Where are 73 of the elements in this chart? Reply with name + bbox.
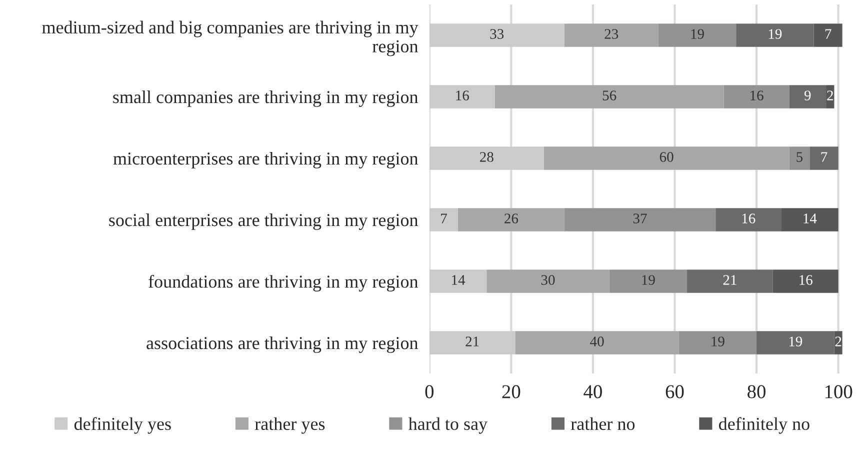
data-label: 19: [691, 29, 704, 39]
bar: [772, 270, 838, 293]
bar: [789, 146, 810, 170]
x-tick-label: 80: [748, 385, 766, 398]
bar: [429, 146, 544, 170]
data-label: 19: [789, 336, 802, 346]
x-tick-label: 20: [502, 385, 520, 398]
data-label: 33: [490, 29, 504, 39]
x-tick-label: 60: [666, 385, 684, 398]
bar: [429, 331, 516, 354]
bar: [724, 85, 790, 108]
bar: [429, 208, 458, 232]
legend-label: definitely yes: [74, 417, 171, 434]
data-label: 14: [804, 214, 817, 224]
data-label: 7: [441, 214, 447, 224]
x-tick-label: 0: [425, 385, 434, 398]
legend-label: definitely no: [718, 417, 810, 434]
bar: [429, 85, 495, 108]
data-label: 2: [827, 90, 833, 100]
bar: [564, 24, 658, 47]
bar: [564, 208, 716, 232]
data-label: 19: [768, 29, 782, 39]
bar: [458, 208, 564, 232]
data-label: 16: [750, 90, 764, 100]
bar: [515, 331, 679, 354]
data-label: 16: [456, 90, 469, 100]
data-label: 19: [712, 336, 724, 346]
bar: [429, 24, 564, 47]
data-label: 23: [604, 29, 618, 39]
y-tick-label: foundations are thriving in my region: [148, 274, 418, 292]
bar: [810, 146, 838, 170]
bar: [544, 146, 790, 170]
y-tick-label: social enterprises are thriving in my region: [109, 213, 418, 230]
data-label: 28: [480, 152, 494, 162]
data-label: 26: [504, 214, 518, 224]
data-label: 16: [742, 214, 756, 224]
data-label: 7: [821, 152, 828, 162]
bar: [814, 24, 842, 47]
data-label: 21: [723, 275, 736, 285]
y-tick-label: small companies are thriving in my region: [113, 90, 418, 107]
bar: [658, 24, 736, 47]
x-tick-label: 100: [825, 385, 852, 398]
data-label: 19: [642, 275, 655, 285]
y-tick-label: medium-sized and big companies are thriving in my region: [42, 20, 418, 56]
bar: [486, 270, 610, 293]
bar: [736, 24, 814, 47]
legend-label: rather no: [570, 417, 635, 430]
data-label: 16: [800, 275, 812, 285]
bar: [429, 270, 487, 293]
data-label: 30: [541, 275, 555, 285]
data-label: 56: [602, 90, 616, 100]
data-label: 9: [804, 90, 811, 100]
y-tick-label: associations are thriving in my region: [146, 336, 418, 353]
data-label: 21: [466, 336, 479, 346]
bar: [678, 331, 757, 354]
bar: [687, 270, 773, 293]
data-label: 40: [590, 336, 604, 346]
y-tick-label: microenterprises are thriving in my region: [113, 152, 418, 168]
bar: [716, 208, 782, 232]
data-label: 2: [835, 336, 842, 346]
bar: [781, 208, 838, 232]
legend-label: rather yes: [254, 417, 325, 434]
x-tick-label: 40: [584, 385, 602, 398]
bar: [789, 85, 826, 108]
data-label: 5: [796, 152, 803, 162]
data-label: 60: [660, 152, 674, 162]
bar: [756, 331, 834, 354]
bar: [494, 85, 724, 108]
data-label: 37: [633, 214, 647, 224]
data-label: 7: [825, 29, 832, 39]
bar: [609, 270, 688, 293]
data-label: 14: [452, 275, 466, 285]
legend-label: hard to say: [408, 417, 488, 434]
